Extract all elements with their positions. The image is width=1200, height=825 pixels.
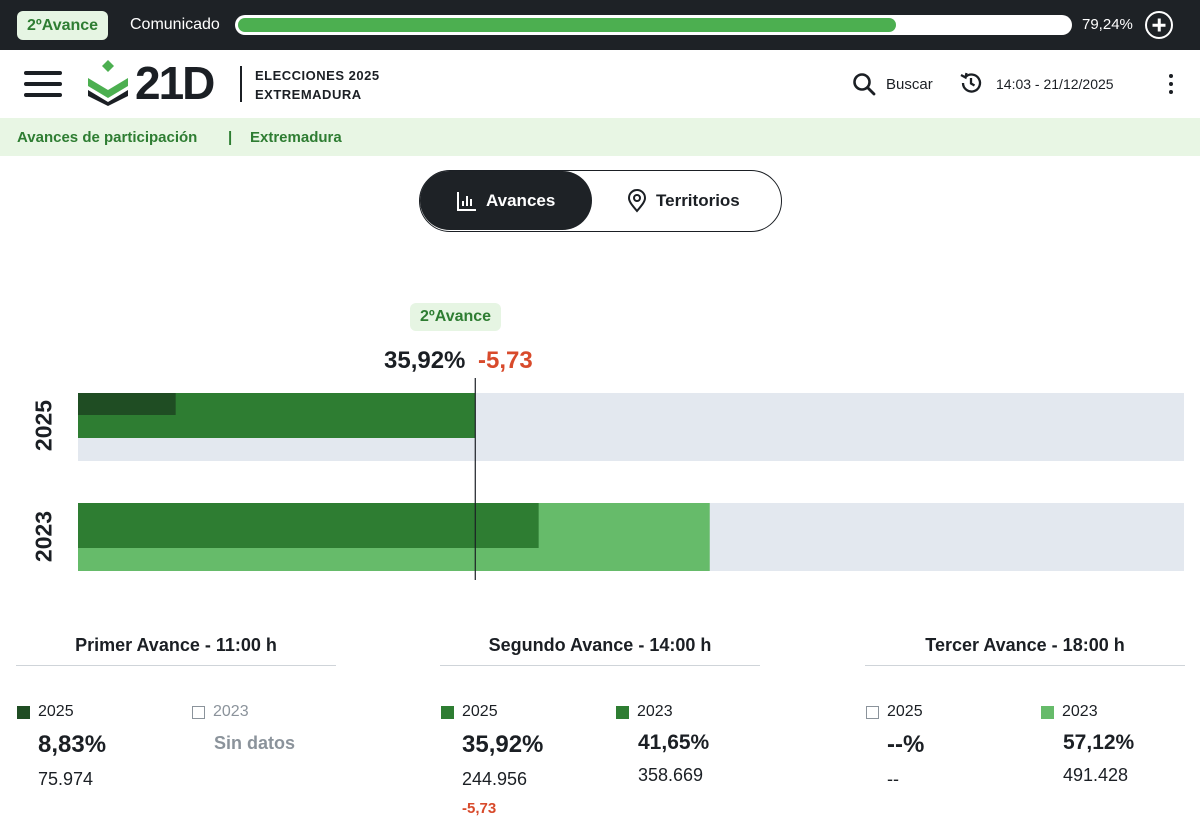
pct-value: --%: [887, 731, 925, 758]
status-bar: 2ºAvance Comunicado 79,24%: [0, 0, 1200, 50]
card-col-2025: 2025 35,92% 244.956 -5,73: [441, 703, 611, 817]
participation-chart: 2ºAvance 35,92% -5,73 2025 2023: [0, 290, 1200, 590]
legend-2025: 2025: [17, 703, 187, 721]
pct-value: 35,92%: [462, 731, 544, 758]
avance-badge: 2ºAvance: [17, 11, 109, 40]
legend-year: 2025: [462, 703, 498, 720]
plus-circle-icon[interactable]: [1145, 11, 1173, 39]
history-icon[interactable]: [958, 70, 984, 96]
legend-year: 2025: [887, 703, 923, 720]
progress-fill: [238, 18, 897, 32]
legend-swatch: [866, 705, 879, 719]
pct-value: 8,83%: [38, 731, 107, 758]
location-pin-icon: [627, 188, 647, 213]
legend-year: 2023: [213, 703, 249, 720]
legend-year: 2023: [637, 703, 673, 720]
legend-2025: 2025: [441, 703, 611, 721]
tab-territorios-label: Territorios: [656, 190, 740, 210]
marker-value: 35,92%: [384, 347, 466, 374]
legend-2023: 2023: [616, 703, 786, 721]
search-icon[interactable]: [852, 72, 876, 96]
pct-value: 57,12%: [1063, 731, 1135, 754]
progress-bar: [235, 15, 1072, 35]
view-toggle: Avances Territorios: [419, 170, 782, 232]
time-value: 14:03 -: [996, 76, 1044, 92]
bar-2025-primer: [78, 393, 176, 415]
votes-value: 244.956: [462, 769, 528, 789]
progress-label: 79,24%: [1082, 16, 1133, 33]
bar-2023-segundo: [78, 503, 539, 548]
card-title: Primer Avance - 11:00 h: [75, 635, 277, 655]
card-divider: [16, 665, 336, 666]
logo-divider: [240, 66, 242, 102]
card-title: Segundo Avance - 14:00 h: [488, 635, 712, 655]
chart-canvas: [78, 378, 1184, 580]
no-data-text: Sin datos: [214, 733, 296, 753]
votes-value: 358.669: [638, 765, 704, 785]
legend-2023: 2023: [1041, 703, 1200, 721]
card-divider: [865, 665, 1185, 666]
marker-delta: -5,73: [478, 347, 533, 374]
votes-value: 491.428: [1063, 765, 1129, 785]
card-col-2025: 2025 --% --: [866, 703, 1036, 790]
date-value: 21/12/2025: [1043, 76, 1114, 92]
legend-2023: 2023: [192, 703, 362, 721]
legend-swatch: [1041, 705, 1054, 719]
status-text: Comunicado: [130, 16, 220, 33]
logo-subtitle-1: ELECCIONES 2025: [255, 68, 380, 83]
delta-value: -5,73: [462, 800, 497, 817]
legend-year: 2023: [1062, 703, 1098, 720]
breadcrumb-separator: |: [228, 129, 233, 146]
legend-swatch: [616, 705, 629, 719]
breadcrumb-item-participation[interactable]: Avances de participación: [17, 129, 198, 146]
card-col-2025: 2025 8,83% 75.974: [17, 703, 187, 790]
legend-2025: 2025: [866, 703, 1036, 721]
card-col-2023: 2023 57,12% 491.428: [1041, 703, 1200, 786]
card-divider: [440, 665, 760, 666]
votes-value: 75.974: [38, 769, 94, 789]
card-title: Tercer Avance - 18:00 h: [925, 635, 1125, 655]
more-options-icon[interactable]: [1164, 74, 1178, 94]
pct-value: 41,65%: [638, 731, 710, 754]
tab-avances[interactable]: Avances: [420, 171, 592, 230]
breadcrumb: Avances de participación | Extremadura: [0, 118, 1200, 156]
marker-badge: 2ºAvance: [410, 303, 502, 331]
card-col-2023: 2023 Sin datos: [192, 703, 362, 754]
logo-text: 21D: [135, 57, 215, 109]
card-segundo-avance: Segundo Avance - 14:00 h 2025 35,92% 244…: [440, 625, 760, 825]
logo-chevron-icon: [88, 60, 128, 106]
search-button[interactable]: Buscar: [886, 76, 933, 93]
breadcrumb-item-region[interactable]: Extremadura: [250, 129, 342, 146]
app-header: 21D ELECCIONES 2025 EXTREMADURA Buscar 1…: [0, 50, 1200, 117]
card-primer-avance: Primer Avance - 11:00 h 2025 8,83% 75.97…: [16, 625, 336, 825]
logo-subtitle-2: EXTREMADURA: [255, 87, 362, 102]
legend-year: 2025: [38, 703, 74, 720]
votes-value: --: [887, 769, 899, 789]
tab-avances-label: Avances: [486, 190, 556, 210]
last-update-time: 14:03 - 21/12/2025: [996, 76, 1114, 92]
card-tercer-avance: Tercer Avance - 18:00 h 2025 --% -- 2023…: [865, 625, 1185, 825]
card-col-2023: 2023 41,65% 358.669: [616, 703, 786, 786]
legend-swatch: [17, 705, 30, 719]
legend-swatch: [192, 705, 205, 719]
bar-chart-icon: [457, 191, 476, 211]
tab-territorios[interactable]: Territorios: [592, 171, 780, 230]
menu-icon[interactable]: [24, 69, 62, 99]
legend-swatch: [441, 705, 454, 719]
